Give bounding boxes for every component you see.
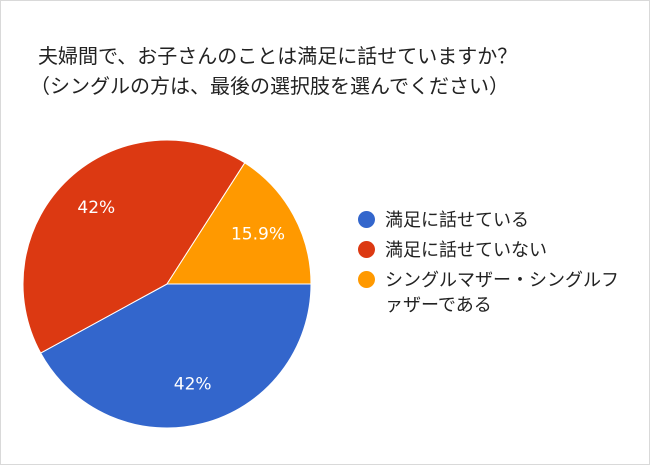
chart-title-line-1: 夫婦間で、お子さんのことは満足に話せていますか？ bbox=[38, 44, 518, 68]
legend-item-single-parent[interactable]: シングルマザー・シングルファザーである bbox=[358, 268, 635, 318]
legend-label-not-satisfied: 満足に話せていない bbox=[385, 240, 547, 261]
legend-item-satisfied[interactable]: 満足に話せている bbox=[358, 208, 635, 233]
legend-label-satisfied: 満足に話せている bbox=[385, 210, 529, 231]
pie-slice-single-parent[interactable] bbox=[166, 162, 312, 285]
legend-swatch-satisfied bbox=[358, 211, 375, 228]
pie-label-not-satisfied: 42% bbox=[77, 198, 115, 218]
pie-label-single-parent: 15.9% bbox=[231, 224, 285, 244]
pie-slice-not-satisfied[interactable] bbox=[22, 139, 246, 354]
chart-title-line-2: （シングルの方は、最後の選択肢を選んでください） bbox=[30, 74, 509, 98]
legend-swatch-not-satisfied bbox=[358, 241, 375, 258]
pie-label-satisfied: 42% bbox=[174, 374, 212, 394]
legend-item-not-satisfied[interactable]: 満足に話せていない bbox=[358, 238, 635, 263]
legend-label-single-parent: シングルマザー・シングルファザーである bbox=[385, 270, 619, 316]
pie-slice-satisfied[interactable] bbox=[39, 283, 312, 429]
legend-swatch-single-parent bbox=[358, 271, 375, 288]
